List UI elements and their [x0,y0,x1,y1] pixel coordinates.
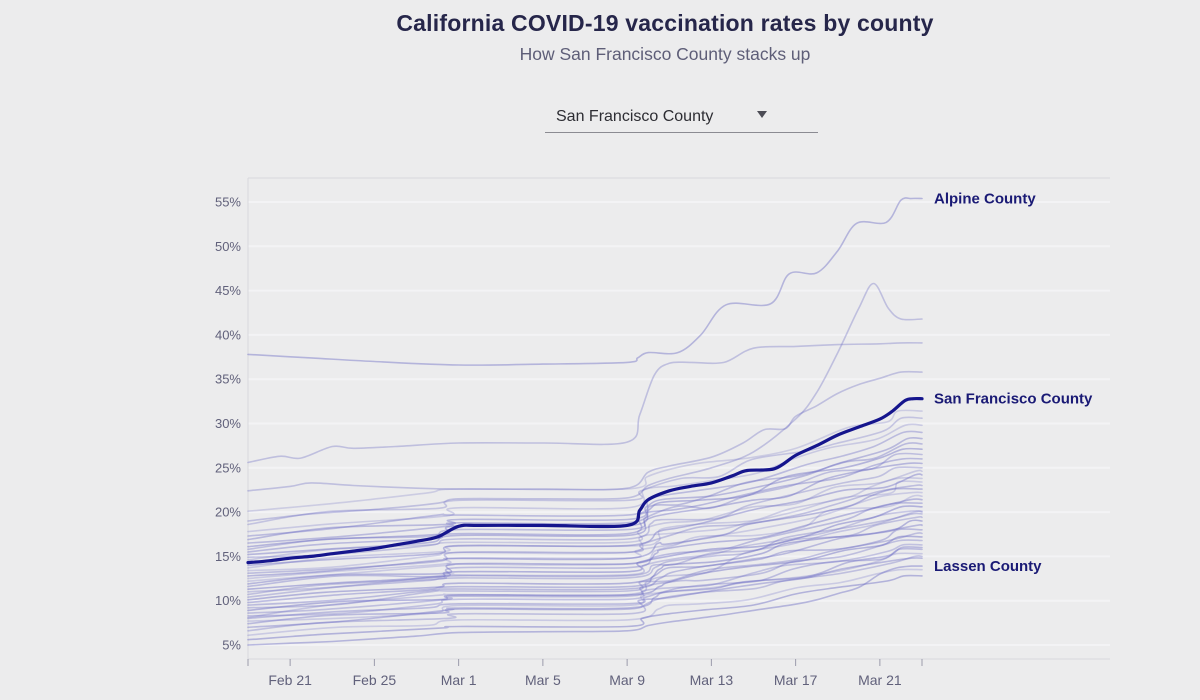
highlighted-county-line [246,396,924,565]
county-line-alpine [247,197,923,366]
x-tick-label: Mar 21 [858,672,902,688]
county-line [247,510,923,593]
county-line [247,528,923,606]
county-line [247,416,923,526]
county-line [247,535,923,612]
county-selector-value: San Francisco County [556,108,714,125]
chart-header: California COVID-19 vaccination rates by… [130,10,1200,65]
county-line [247,519,923,601]
county-line [247,574,923,641]
y-tick-label: 5% [222,638,241,653]
county-line [247,370,923,492]
y-tick-label: 30% [215,416,241,431]
county-line [247,505,923,590]
page-title: California COVID-19 vaccination rates by… [396,10,934,36]
page-subtitle: How San Francisco County stacks up [519,44,811,64]
y-tick-label: 15% [215,549,241,564]
county-line [247,557,923,625]
county-line [247,547,923,620]
county-line [247,423,923,533]
county-line [247,484,923,574]
y-tick-label: 35% [215,372,241,387]
county-line [247,532,923,609]
county-line [247,523,923,604]
county-line [247,543,923,617]
county-line [247,442,923,544]
county-line [247,409,923,512]
county-line [247,501,923,588]
x-tick-label: Feb 25 [353,672,397,688]
county-line [247,552,923,622]
x-tick-label: Mar 9 [609,672,645,688]
x-tick-label: Mar 1 [441,672,477,688]
county-line [247,539,923,614]
county-line [247,568,923,637]
x-tick-label: Mar 17 [774,672,818,688]
county-line [247,546,923,629]
county-line [247,512,923,596]
y-tick-label: 45% [215,283,241,298]
county-line [247,342,923,464]
county-line [247,282,923,522]
county-annotation: San Francisco County [934,391,1093,408]
county-line-lassen [247,565,923,646]
county-line [247,476,923,569]
county-line [247,462,923,556]
county-line [247,510,923,619]
county-line [247,436,923,541]
county-line [247,498,923,585]
county-line [247,494,923,582]
county-line [247,555,923,632]
county-line [247,466,923,559]
chevron-down-icon [757,111,767,118]
county-line [247,516,923,598]
y-tick-label: 55% [215,195,241,210]
x-tick-label: Feb 21 [268,672,312,688]
county-annotation: Lassen County [934,558,1042,575]
y-tick-label: 10% [215,593,241,608]
x-tick-label: Mar 5 [525,672,561,688]
county-annotation: Alpine County [934,190,1036,207]
county-line [247,480,923,572]
county-line [247,487,923,577]
county-line [247,491,923,580]
county-line [247,473,923,567]
y-tick-label: 50% [215,239,241,254]
county-line [247,452,923,551]
county-line [247,469,923,561]
y-tick-label: 40% [215,327,241,342]
y-tick-label: 25% [215,460,241,475]
county-selector[interactable]: San Francisco County [545,102,818,133]
x-tick-label: Mar 13 [690,672,734,688]
y-tick-label: 20% [215,505,241,520]
